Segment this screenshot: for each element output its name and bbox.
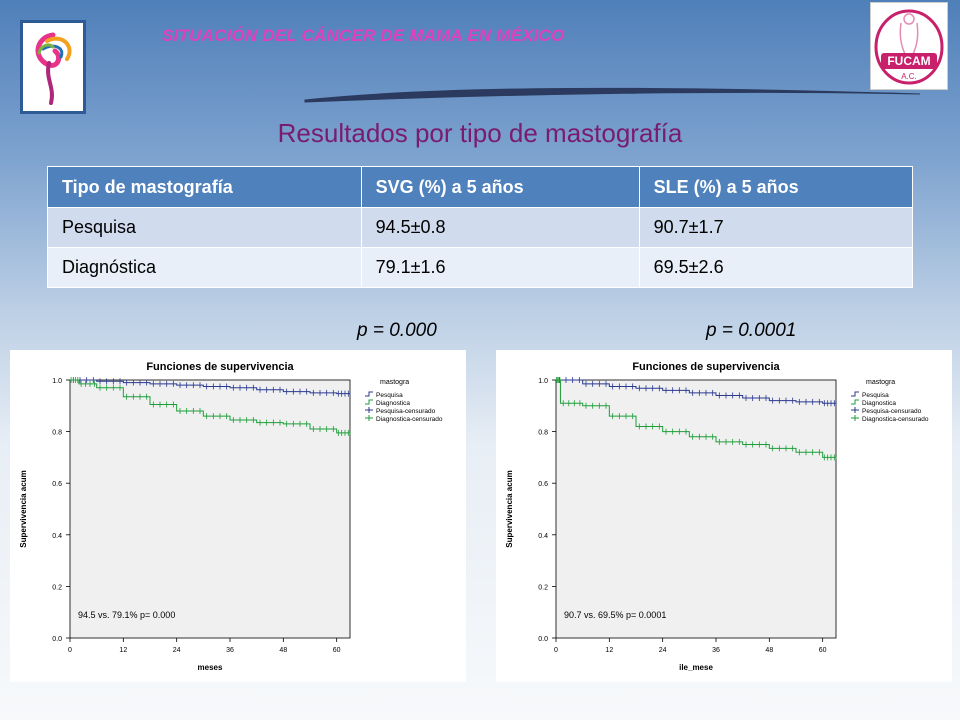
y-tick-label: 0.6 bbox=[52, 481, 62, 488]
ribbon-logo-icon bbox=[35, 32, 72, 105]
fucam-logo-suffix: A.C. bbox=[901, 72, 917, 81]
y-tick-label: 0.8 bbox=[52, 430, 62, 437]
y-tick-label: 1.0 bbox=[538, 378, 548, 385]
legend-title: mastogra bbox=[866, 379, 895, 386]
legend-swatch bbox=[851, 399, 859, 405]
table-header-cell: Tipo de mastografía bbox=[47, 166, 362, 208]
y-tick-label: 0.8 bbox=[538, 430, 548, 437]
table-cell: 79.1±1.6 bbox=[360, 247, 640, 288]
y-axis-label: Supervivencia acum bbox=[505, 470, 514, 547]
table-cell: 90.7±1.7 bbox=[638, 207, 914, 248]
y-tick-label: 0.2 bbox=[52, 584, 62, 591]
series-line-diagnostica bbox=[556, 379, 837, 459]
ribbon-figure-logo bbox=[20, 20, 86, 114]
p-value-left: p = 0.000 bbox=[357, 320, 437, 341]
chart-title: Funciones de supervivencia bbox=[146, 361, 294, 373]
censor-marks-diagnostica bbox=[70, 377, 349, 436]
x-tick-label: 48 bbox=[765, 647, 773, 654]
survival-chart-overall: Funciones de supervivencia 0.0 0.2 0.4 0.6 0.… bbox=[10, 350, 466, 682]
y-tick-label: 0.4 bbox=[52, 533, 62, 540]
x-tick-label: 24 bbox=[659, 647, 667, 654]
y-tick-label: 0.0 bbox=[538, 636, 548, 643]
legend-swatch bbox=[365, 391, 373, 397]
y-tick-label: 0.0 bbox=[52, 636, 62, 643]
series-line-pesquisa bbox=[70, 379, 351, 395]
x-tick-label: 60 bbox=[333, 647, 341, 654]
chart-annotation: 90.7 vs. 69.5% p= 0.0001 bbox=[564, 610, 666, 620]
y-tick-label: 0.6 bbox=[538, 481, 548, 488]
plot-area bbox=[69, 379, 351, 639]
y-axis-label: Supervivencia acum bbox=[19, 470, 28, 547]
survival-chart-svg: Funciones de supervivencia 0.0 0.2 0.4 0.6 0.… bbox=[10, 350, 466, 682]
legend-item: Pesquisa bbox=[862, 392, 889, 399]
censor-marks-diagnostica bbox=[556, 377, 835, 461]
chart-title: Funciones de supervivencia bbox=[632, 361, 780, 373]
fucam-logo-brand: FUCAM bbox=[887, 54, 930, 68]
fucam-logo: FUCAM A.C. bbox=[870, 2, 948, 90]
table-cell: Diagnóstica bbox=[47, 247, 362, 288]
x-tick-label: 36 bbox=[226, 647, 234, 654]
table-cell: Pesquisa bbox=[47, 207, 362, 248]
plot-area bbox=[555, 379, 837, 639]
results-table: Tipo de mastografía SVG (%) a 5 años SLE… bbox=[47, 166, 914, 288]
y-tick-label: 0.2 bbox=[538, 584, 548, 591]
x-tick-label: 48 bbox=[279, 647, 287, 654]
x-axis-label: ile_mese bbox=[679, 663, 713, 672]
y-tick-label: 0.4 bbox=[538, 533, 548, 540]
x-tick-label: 0 bbox=[68, 647, 72, 654]
legend-item: Diagnostica-censurado bbox=[376, 416, 443, 423]
x-tick-label: 36 bbox=[712, 647, 720, 654]
table-header-cell: SVG (%) a 5 años bbox=[360, 166, 640, 208]
x-tick-label: 12 bbox=[119, 647, 127, 654]
page-subtitle: Resultados por tipo de mastografía bbox=[277, 118, 683, 148]
y-tick-label: 1.0 bbox=[52, 378, 62, 385]
x-axis-label: meses bbox=[198, 663, 223, 672]
legend-swatch bbox=[365, 399, 373, 405]
x-tick-label: 0 bbox=[554, 647, 558, 654]
legend-item: Diagnostica bbox=[376, 400, 410, 407]
table-header-row: Tipo de mastografía SVG (%) a 5 años SLE… bbox=[47, 166, 914, 208]
table-row: Pesquisa 94.5±0.8 90.7±1.7 bbox=[47, 207, 914, 248]
header-swoosh bbox=[304, 87, 921, 103]
series-line-pesquisa bbox=[556, 379, 837, 404]
x-tick-label: 60 bbox=[819, 647, 827, 654]
legend-item: Pesquisa-censurado bbox=[862, 408, 922, 415]
legend-item: Diagnostica-censurado bbox=[862, 416, 929, 423]
table-row: Diagnóstica 79.1±1.6 69.5±2.6 bbox=[47, 247, 914, 288]
p-value-right: p = 0.0001 bbox=[706, 320, 797, 341]
censor-marks-pesquisa bbox=[72, 377, 349, 397]
table-cell: 69.5±2.6 bbox=[638, 247, 914, 288]
chart-annotation: 94.5 vs. 79.1% p= 0.000 bbox=[78, 610, 175, 620]
legend-swatch bbox=[851, 391, 859, 397]
legend-item: Pesquisa bbox=[376, 392, 403, 399]
censor-marks-pesquisa bbox=[558, 377, 835, 407]
header-title: SITUACIÓN DEL CÁNCER DE MAMA EN MÉXICO bbox=[162, 26, 565, 45]
series-line-diagnostica bbox=[70, 379, 351, 435]
x-tick-label: 12 bbox=[605, 647, 613, 654]
table-header-cell: SLE (%) a 5 años bbox=[638, 166, 914, 208]
legend-title: mastogra bbox=[380, 379, 409, 386]
legend-item: Diagnostica bbox=[862, 400, 896, 407]
legend-item: Pesquisa-censurado bbox=[376, 408, 436, 415]
survival-chart-svg: Funciones de supervivencia 0.0 0.2 0.4 0.6 0.… bbox=[496, 350, 952, 682]
table-cell: 94.5±0.8 bbox=[360, 207, 640, 248]
x-tick-label: 24 bbox=[173, 647, 181, 654]
survival-chart-disease-free: Funciones de supervivencia 0.0 0.2 0.4 0.6 0.… bbox=[496, 350, 952, 682]
